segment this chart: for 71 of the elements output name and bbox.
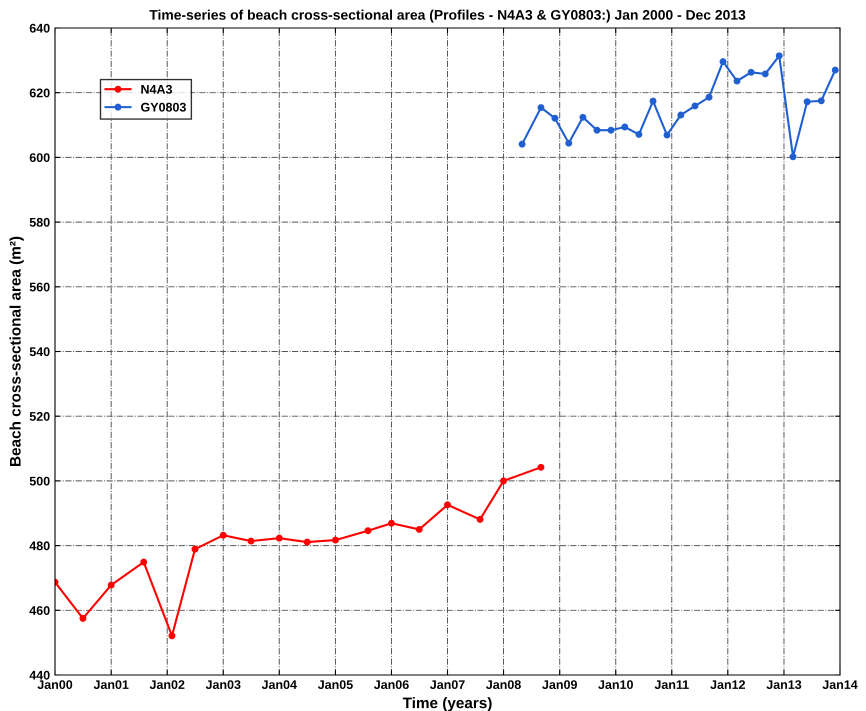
legend-label: N4A3 — [141, 84, 172, 94]
point — [579, 114, 586, 121]
chart-title: Time-series of beach cross-sectional area (Profiles - N4A3 & GY0803:) Jan 2000 - Dec 2013 — [149, 10, 746, 23]
point — [720, 58, 727, 66]
point — [832, 66, 839, 74]
x-tick-label: Jan08 — [486, 680, 521, 690]
point — [608, 126, 614, 134]
x-tick-label: Jan06 — [374, 680, 409, 690]
point — [538, 464, 544, 471]
point — [248, 538, 254, 545]
y-tick-label: 640 — [30, 24, 50, 33]
x-axis-title: Time (years) — [402, 697, 492, 711]
point — [332, 536, 339, 544]
point — [364, 527, 372, 534]
x-tick-label: Jan03 — [206, 680, 241, 690]
point — [388, 520, 395, 527]
point — [538, 104, 544, 112]
point — [734, 78, 740, 85]
point — [518, 140, 526, 148]
y-tick-label: 600 — [30, 153, 50, 162]
point — [790, 153, 796, 160]
point — [140, 558, 148, 566]
point — [168, 632, 176, 640]
y-tick-label: 460 — [29, 606, 50, 615]
point — [192, 546, 198, 553]
point — [776, 52, 783, 60]
x-tick-label: Jan12 — [710, 680, 746, 690]
y-axis-title: Beach cross-sectional area (m²) — [9, 236, 24, 466]
x-tick-label: Jan04 — [262, 680, 297, 690]
point — [551, 114, 558, 122]
y-tick-label: 540 — [30, 347, 50, 356]
point — [621, 124, 628, 130]
x-tick-label: Jan07 — [430, 680, 465, 690]
point — [762, 70, 769, 78]
point — [304, 538, 311, 546]
point — [416, 526, 423, 533]
x-tick-label: Jan11 — [654, 680, 689, 690]
point — [444, 501, 451, 508]
point — [706, 94, 713, 101]
x-tick-label: Jan02 — [150, 680, 184, 690]
x-tick-label: Jan10 — [598, 680, 633, 690]
point — [108, 582, 115, 589]
point — [500, 477, 507, 484]
x-tick-label: Jan14 — [822, 680, 858, 690]
point — [748, 68, 755, 76]
point — [79, 614, 86, 622]
point — [677, 112, 684, 118]
point — [664, 132, 670, 139]
x-tick-label: Jan13 — [766, 680, 802, 690]
point — [276, 534, 283, 542]
y-tick-label: 580 — [30, 218, 50, 227]
x-tick-label: Jan00 — [37, 680, 72, 690]
point — [650, 98, 657, 105]
legend-label: GY0803 — [141, 102, 186, 112]
point — [476, 516, 484, 523]
y-tick-label: 560 — [30, 282, 50, 292]
point — [691, 102, 698, 110]
point — [565, 140, 572, 147]
x-tick-label: Jan05 — [318, 680, 353, 690]
point — [594, 126, 600, 134]
y-tick-label: 500 — [30, 476, 50, 486]
x-tick-label: Jan09 — [542, 680, 577, 690]
x-tick-label: Jan01 — [94, 680, 129, 690]
y-tick-label: 620 — [30, 88, 50, 98]
y-tick-label: 480 — [29, 541, 50, 550]
point — [818, 97, 825, 104]
point — [804, 98, 811, 106]
y-tick-label: 520 — [30, 412, 50, 421]
y-tick-label: 440 — [29, 670, 50, 680]
point — [635, 130, 642, 138]
point — [220, 532, 227, 539]
